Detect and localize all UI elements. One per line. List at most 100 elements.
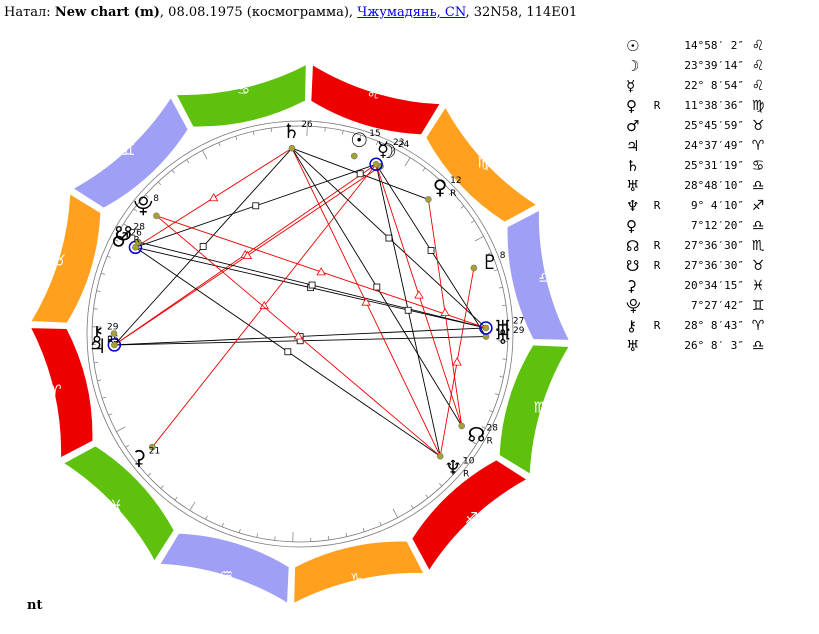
degree-tick [174, 496, 178, 501]
scorpio-glyph: ♏ [534, 399, 548, 417]
sign-glyph: ♍ [751, 98, 765, 114]
planet-glyph: ♄ [626, 157, 640, 175]
proserpina-icon: ⯓ [133, 193, 153, 217]
degree-tick [160, 485, 164, 489]
planet-position: 9° 4′10″ [691, 199, 744, 212]
sign-segment-taurus [28, 192, 102, 325]
planet-position: 11°38′36″ [684, 99, 744, 112]
planet-position: 28°48′10″ [684, 179, 744, 192]
south-node-icon: ☋ [115, 222, 133, 246]
retrograde-flag [650, 116, 664, 136]
trine-aspect-marker [316, 267, 326, 276]
degree-tick [362, 527, 365, 532]
degree-tick [238, 528, 241, 534]
degree-tick [392, 148, 395, 153]
degree-tick [107, 255, 111, 258]
pisces-glyph: ♓ [109, 497, 122, 515]
degree-tick [93, 362, 99, 364]
degree-tick [498, 286, 503, 289]
sign-glyph: ♉ [751, 118, 765, 134]
degree-tick [123, 223, 133, 230]
sign-glyph: ♉ [751, 258, 765, 274]
jupiter-degree: 25 [107, 335, 118, 345]
north-node-degree: 28 [486, 423, 498, 433]
degree-tick [270, 127, 272, 133]
trine-aspect-marker [361, 297, 371, 306]
degree-tick [499, 376, 504, 378]
moon-degree: 24 [398, 140, 410, 150]
degree-tick [481, 426, 486, 429]
degree-tick [186, 159, 190, 164]
place-link[interactable]: Чжумадянь, CN [357, 5, 466, 20]
chart-header: Натал: New chart (m), 08.08.1975 (космог… [4, 5, 577, 20]
square-aspect-marker [373, 283, 381, 291]
planet-glyph: ♂ [626, 117, 640, 135]
mercury-highlight-ring [369, 157, 383, 172]
venus-point [425, 196, 432, 203]
planet-glyph: ♀ [626, 97, 637, 115]
chiron-icon: ⚷ [90, 321, 105, 345]
planet-position: 27°36′30″ [684, 259, 744, 272]
cancer-glyph: ♋ [237, 80, 250, 98]
sun-icon: ☉ [350, 128, 368, 152]
degree-tick [376, 141, 379, 145]
degree-tick [125, 444, 130, 448]
planet-position: 24°37′49″ [684, 139, 744, 152]
planet-glyph: ♃ [626, 137, 640, 155]
pluto-degree: 8 [500, 251, 506, 261]
planet-position: 22° 8′54″ [684, 79, 744, 92]
degree-ring [86, 120, 514, 548]
degree-tick [171, 169, 175, 174]
sign-glyph: ♈ [751, 138, 765, 154]
retrograde-flag [650, 76, 664, 96]
chiron-retrograde: R [107, 335, 113, 345]
planet-position: 20°34′15″ [684, 279, 744, 292]
leo-glyph: ♌ [367, 84, 380, 102]
retrograde-flag [650, 216, 664, 236]
degree-tick [135, 459, 140, 463]
taurus-glyph: ♉ [53, 251, 66, 269]
planet-glyph: ☽ [626, 57, 640, 75]
planet-row: ☉ 14°58′ 2″ ♌ [624, 36, 770, 56]
chart-date: , 08.08.1975 (космограмма), [159, 5, 358, 20]
degree-tick [328, 535, 330, 541]
planet-glyph: ☊ [626, 237, 640, 255]
planet-row: ☋ R 27°36′30″ ♉ [624, 256, 770, 276]
planet-glyph: ⚳ [626, 277, 637, 295]
degree-tick [493, 269, 498, 272]
trine-aspect-marker [242, 250, 253, 260]
sign-glyph: ♌ [751, 38, 765, 54]
inner-degree-circle [91, 125, 509, 543]
pluto-icon: ♇ [481, 250, 499, 274]
chart-name: New chart (m) [54, 5, 160, 20]
saturn-degree: 26 [301, 120, 313, 130]
degree-tick [448, 191, 453, 196]
sign-segment-leo [309, 62, 442, 136]
mars-point [132, 244, 139, 251]
degree-tick [342, 130, 344, 135]
square-aspect-marker [356, 170, 364, 178]
ceres-point [148, 443, 156, 451]
outer-degree-circle [86, 120, 514, 548]
sign-glyph: ♐ [751, 198, 765, 214]
degree-tick [108, 413, 113, 416]
planet-glyph: ♅ [626, 337, 640, 355]
planet-glyph: ☿ [626, 77, 636, 95]
jupiter-icon: ♃ [88, 334, 106, 358]
aquarius-glyph: ♒ [220, 566, 233, 584]
planet-position-table: ☉ 14°58′ 2″ ♌ ☽ 23°39′14″ ♌ ☿ 22° 8′54″ ♌ ♀ R 11°38… [624, 36, 770, 356]
planet-position: 14°58′ 2″ [684, 39, 744, 52]
degree-tick [97, 379, 102, 382]
trine-aspect-marker [440, 307, 450, 317]
aspect-lines [113, 147, 487, 457]
planet-row: ♅ 26° 8′ 3″ ♎ [624, 336, 770, 356]
planet-glyph: ♆ [626, 197, 640, 215]
sign-glyph: ♌ [751, 58, 765, 74]
planet-position: 25°45′59″ [684, 119, 744, 132]
planet-position: 28° 8′43″ [684, 319, 744, 332]
sign-glyph: ♋ [751, 158, 765, 174]
planet-position: 7°12′20″ [691, 219, 744, 232]
retrograde-flag: R [653, 99, 661, 112]
saturn-point [288, 144, 296, 152]
degree-tick [147, 472, 152, 477]
